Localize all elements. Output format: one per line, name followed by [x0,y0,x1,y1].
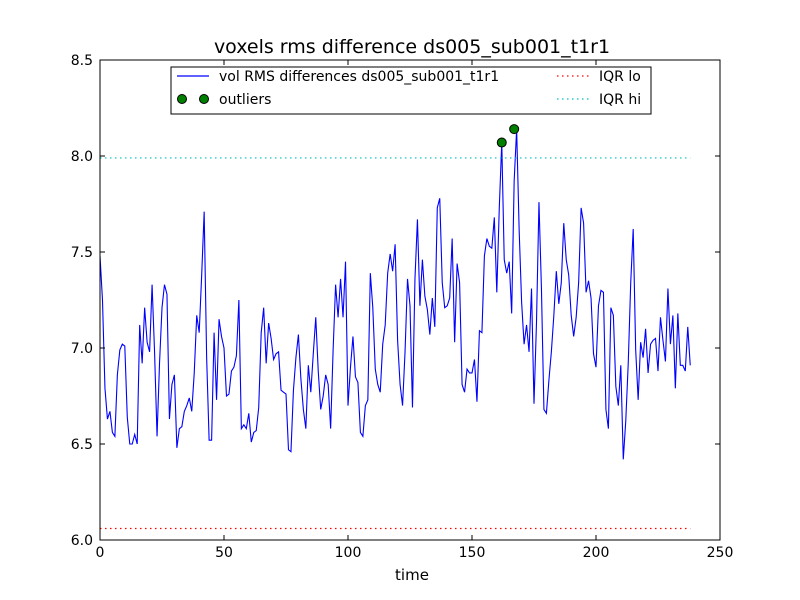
rms-series-line [99,129,691,460]
plot-area [99,124,691,530]
legend-box [170,66,652,115]
x-tick-label: 150 [459,545,486,561]
y-tick-label: 6.0 [71,533,93,549]
x-tick-label: 200 [583,545,610,561]
y-tick-label: 6.5 [71,437,93,453]
legend-label: outliers [219,92,271,108]
legend-marker [199,94,209,104]
y-tick-label: 7.0 [71,341,93,357]
legend-label: IQR hi [599,92,641,108]
legend: vol RMS differences ds005_sub001_t1r1out… [170,66,652,115]
x-tick-label: 100 [335,545,362,561]
legend-marker [177,94,187,104]
axes: 0 50 100 150 200 250 6.0 6.5 7.0 7.5 8.0 8.5 [71,53,734,561]
chart-title: voxels rms difference ds005_sub001_t1r1 [214,36,610,58]
y-tick-label: 8.5 [71,53,93,69]
legend-label: vol RMS differences ds005_sub001_t1r1 [219,69,499,85]
x-tick-label: 0 [96,545,105,561]
axes-frame [99,59,721,541]
outlier-point [509,124,520,135]
outlier-point [496,137,507,148]
x-tick-label: 250 [707,545,734,561]
y-tick-label: 8.0 [71,149,93,165]
x-axis-label: time [395,566,429,584]
x-tick-label: 50 [215,545,233,561]
y-tick-label: 7.5 [71,245,93,261]
legend-label: IQR lo [599,69,641,85]
